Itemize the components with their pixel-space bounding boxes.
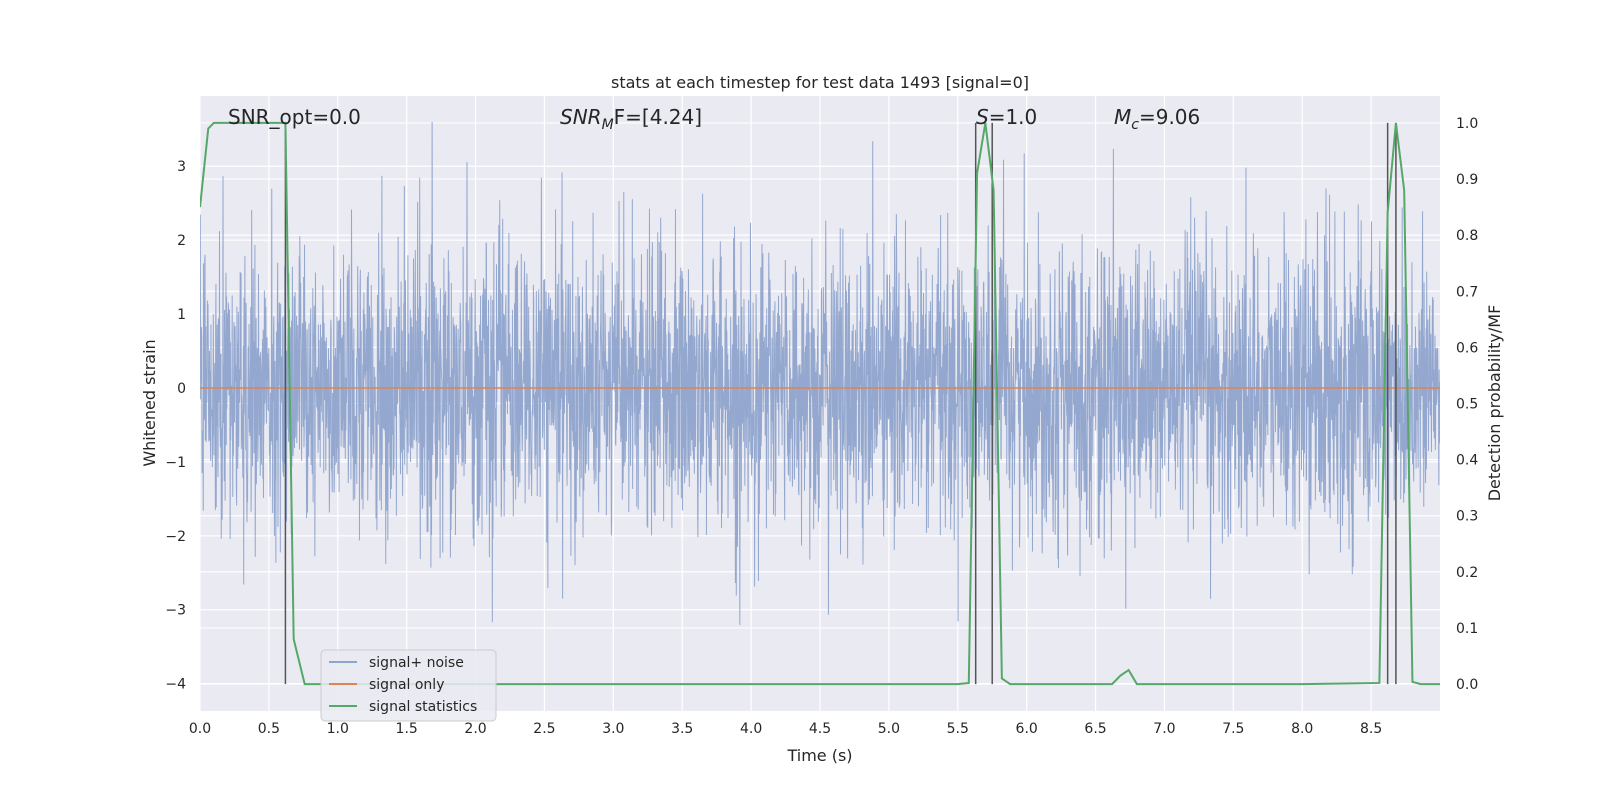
y-tick-label-right: 1.0 <box>1456 116 1478 132</box>
y-grid-left <box>200 165 1440 685</box>
legend-label-signal-only: signal only <box>369 677 444 693</box>
x-tick-label: 0.5 <box>258 721 280 737</box>
y-tick-labels-left: 3 2 1 0 −1 −2 −3 −4 <box>165 159 186 692</box>
x-tick-label: 1.5 <box>396 721 418 737</box>
legend-label-signal-plus-noise: signal+ noise <box>369 655 464 671</box>
x-tick-label: 2.5 <box>533 721 555 737</box>
x-tick-label: 6.5 <box>1084 721 1106 737</box>
annotation-mc-sub: c <box>1131 117 1139 133</box>
legend: signal+ noise signal only signal statist… <box>320 649 497 722</box>
annotation-snr-opt: SNR_opt=0.0 <box>228 105 361 129</box>
x-tick-label: 5.5 <box>947 721 969 737</box>
y-tick-labels-right: 1.0 0.9 0.8 0.7 0.6 0.5 0.4 0.3 0.2 0.1 0.0 <box>1456 116 1478 693</box>
annotation-mc-main: M <box>1114 105 1131 129</box>
y-tick-label-right: 0.2 <box>1456 565 1478 581</box>
x-tick-labels: 0.0 0.5 1.0 1.5 2.0 2.5 3.0 3.5 4.0 4.5 5.0 5.5 6.0 6… <box>189 721 1382 737</box>
x-axis-label: Time (s) <box>786 746 852 765</box>
x-tick-label: 5.0 <box>878 721 900 737</box>
annotation-snr-mf: SNRMF=[4.24] <box>560 105 702 133</box>
x-tick-label: 7.0 <box>1153 721 1175 737</box>
x-tick-label: 3.5 <box>671 721 693 737</box>
y-tick-label-left: −4 <box>165 677 186 693</box>
y-tick-label-right: 0.8 <box>1456 228 1478 244</box>
annotation-snr-mf-rest: F=[4.24] <box>614 105 702 129</box>
y-tick-label-left: −2 <box>165 529 186 545</box>
x-tick-label: 3.0 <box>602 721 624 737</box>
y-tick-label-left: −3 <box>165 603 186 619</box>
legend-box <box>320 649 497 722</box>
annotation-s: S=1.0 <box>976 105 1037 129</box>
x-tick-label: 2.0 <box>464 721 486 737</box>
y-tick-label-left: 1 <box>177 307 186 323</box>
x-tick-label: 7.5 <box>1222 721 1244 737</box>
y-tick-label-right: 0.3 <box>1456 509 1478 525</box>
x-tick-label: 0.0 <box>189 721 211 737</box>
y-tick-label-right: 0.0 <box>1456 677 1478 693</box>
annotation-mc: Mc=9.06 <box>1114 105 1200 133</box>
chart-title: stats at each timestep for test data 149… <box>611 73 1029 92</box>
y-axis-label-left: Whitened strain <box>140 339 159 466</box>
y-tick-label-right: 0.5 <box>1456 397 1478 413</box>
signal-statistics-line <box>200 121 1440 686</box>
legend-label-signal-statistics: signal statistics <box>369 699 477 715</box>
y-tick-label-right: 0.4 <box>1456 453 1478 469</box>
annotation-snr-mf-sub: M <box>602 117 614 133</box>
x-tick-label: 4.0 <box>740 721 762 737</box>
x-tick-label: 1.0 <box>327 721 349 737</box>
x-tick-label: 6.0 <box>1016 721 1038 737</box>
x-tick-label: 8.0 <box>1291 721 1313 737</box>
y-tick-label-left: 0 <box>177 381 186 397</box>
signal-plus-noise-line <box>200 121 1440 625</box>
annotation-snr-mf-main: SNR <box>560 105 602 129</box>
series-signal-statistics <box>200 121 1440 686</box>
y-tick-label-right: 0.9 <box>1456 172 1478 188</box>
series-signal-plus-noise <box>200 121 1440 625</box>
x-tick-label: 8.5 <box>1360 721 1382 737</box>
y-tick-label-right: 0.7 <box>1456 284 1478 300</box>
x-tick-label: 4.5 <box>809 721 831 737</box>
annotation-mc-rest: =9.06 <box>1139 105 1200 129</box>
y-tick-label-left: 2 <box>177 233 186 249</box>
y-tick-label-left: −1 <box>165 455 186 471</box>
y-tick-label-right: 0.6 <box>1456 340 1478 356</box>
annotation-s-main: S <box>976 105 989 129</box>
y-tick-label-left: 3 <box>177 159 186 175</box>
y-tick-label-right: 0.1 <box>1456 621 1478 637</box>
annotation-s-rest: =1.0 <box>989 105 1038 129</box>
y-axis-label-right: Detection probability/MF <box>1485 305 1504 502</box>
